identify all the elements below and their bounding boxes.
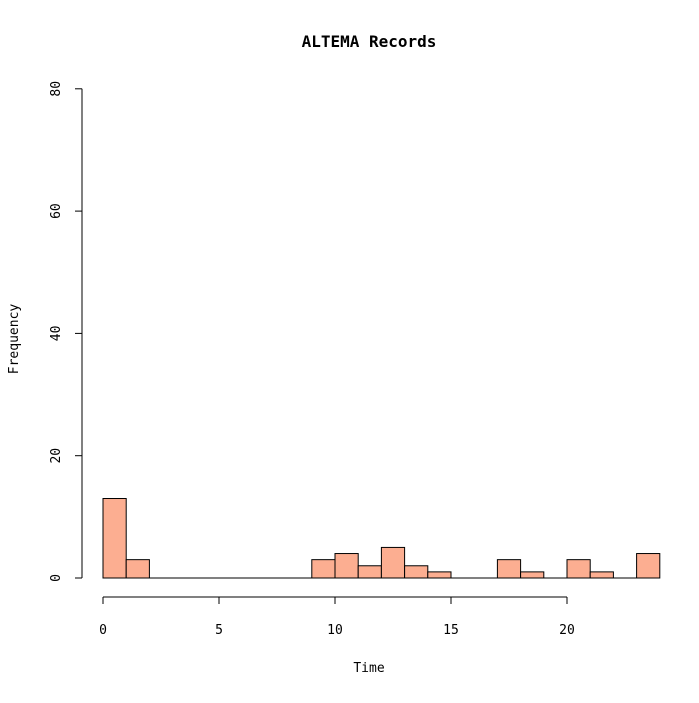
histogram-bar-2 xyxy=(311,559,336,579)
y-tick-label-4: 80 xyxy=(49,81,64,97)
x-tick-label-0: 0 xyxy=(99,623,107,638)
y-tick-label-0: 0 xyxy=(49,574,64,582)
histogram-bar-9 xyxy=(520,571,545,579)
y-tick-label-3: 60 xyxy=(49,203,64,219)
histogram-bar-3 xyxy=(334,553,359,579)
y-tick-label-2: 40 xyxy=(49,326,64,342)
x-tick-label-3: 15 xyxy=(443,623,459,638)
histogram-bar-1 xyxy=(125,559,150,579)
histogram-bar-12 xyxy=(636,553,661,579)
x-axis-label: Time xyxy=(353,661,384,676)
bars-group xyxy=(102,498,661,579)
y-axis-label: Frequency xyxy=(7,304,22,375)
x-ticks-group: 0 5 10 15 20 xyxy=(99,597,575,638)
histogram-bar-4 xyxy=(357,565,382,579)
x-tick-label-1: 5 xyxy=(215,623,223,638)
histogram-bar-10 xyxy=(566,559,591,579)
histogram-bar-5 xyxy=(380,546,406,579)
x-tick-label-2: 10 xyxy=(327,623,343,638)
histogram-bar-0 xyxy=(102,498,127,579)
x-tick-label-4: 20 xyxy=(559,623,575,638)
histogram-bar-7 xyxy=(427,571,452,579)
histogram-bar-6 xyxy=(404,565,429,579)
y-ticks-group: 0 20 40 60 80 xyxy=(49,81,82,582)
y-tick-label-1: 20 xyxy=(49,448,64,464)
histogram-bar-8 xyxy=(496,559,522,579)
chart-title: ALTEMA Records xyxy=(302,32,437,51)
histogram-bar-11 xyxy=(589,571,614,579)
